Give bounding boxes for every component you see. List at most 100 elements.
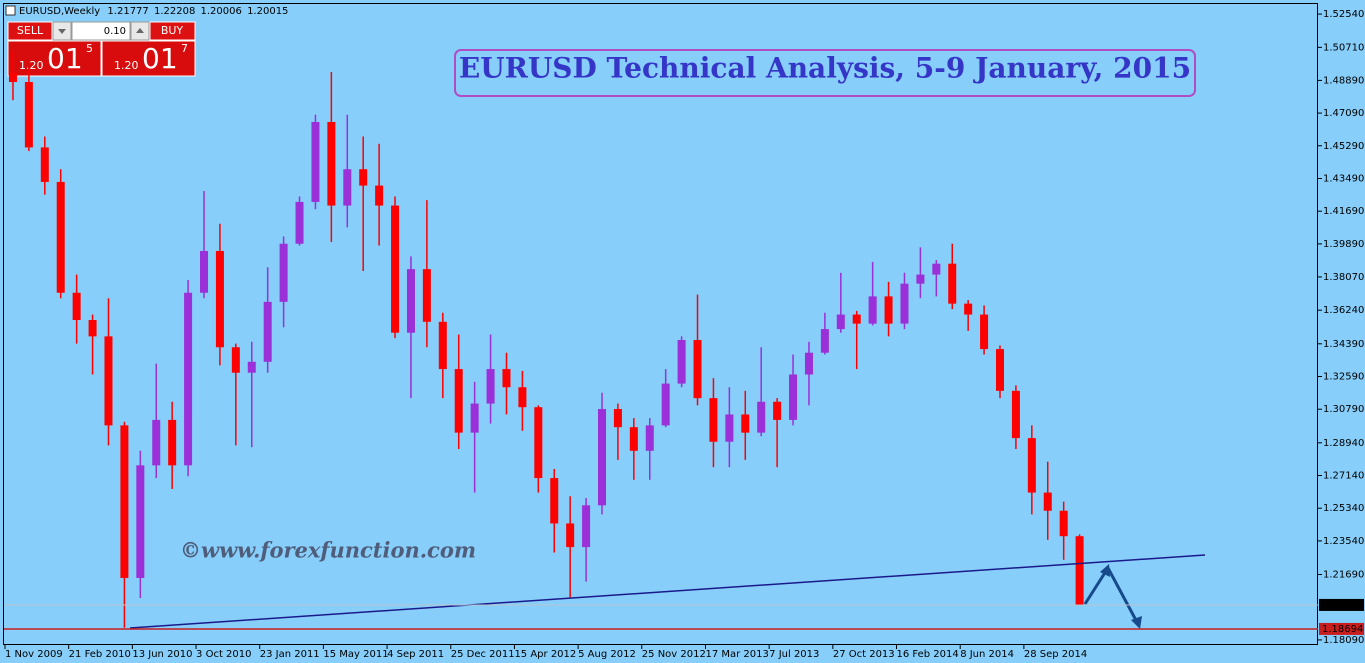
x-tick-label: 25 Dec 2011 bbox=[451, 649, 515, 660]
x-tick-label: 23 Jan 2011 bbox=[260, 649, 320, 660]
candle-body bbox=[582, 505, 591, 548]
candle-body bbox=[550, 478, 559, 524]
high-value: 1.22208 bbox=[154, 6, 195, 17]
candle-body bbox=[136, 465, 145, 578]
x-tick-label: 25 Nov 2012 bbox=[642, 649, 706, 660]
candle-body bbox=[327, 121, 336, 206]
candle-body bbox=[677, 339, 686, 384]
candle-body bbox=[454, 369, 463, 433]
y-tick-label: 1.43490 bbox=[1323, 173, 1364, 184]
candle-body bbox=[24, 82, 33, 148]
buy-button[interactable] bbox=[149, 21, 196, 41]
y-tick-label: 1.41690 bbox=[1323, 206, 1364, 217]
x-tick-label: 15 May 2011 bbox=[323, 649, 388, 660]
candle-body bbox=[247, 361, 256, 373]
candle-body bbox=[88, 320, 97, 337]
candle-body bbox=[566, 523, 575, 548]
open-value: 1.21777 bbox=[107, 6, 148, 17]
candle-body bbox=[820, 329, 829, 353]
candle-body bbox=[773, 401, 782, 420]
candle-body bbox=[104, 336, 113, 426]
y-tick-label: 1.18090 bbox=[1323, 635, 1364, 646]
candle-body bbox=[645, 425, 654, 451]
x-tick-label: 28 Sep 2014 bbox=[1024, 649, 1087, 660]
candle-body bbox=[295, 201, 304, 244]
price-label: 1.20015 bbox=[1322, 600, 1363, 611]
sell-price-big: 01 bbox=[47, 42, 83, 75]
candle-body bbox=[964, 303, 973, 315]
candle-body bbox=[486, 369, 495, 404]
close-value: 1.20015 bbox=[247, 6, 288, 17]
candle-body bbox=[215, 250, 224, 348]
lot-input[interactable] bbox=[71, 21, 131, 41]
buy-price-prefix: 1.20 bbox=[114, 59, 139, 72]
candle-body bbox=[279, 243, 288, 302]
x-tick-label: 5 Aug 2012 bbox=[578, 649, 636, 660]
symbol-icon[interactable] bbox=[5, 5, 16, 16]
candle-body bbox=[8, 72, 17, 83]
buy-price-box[interactable] bbox=[101, 40, 196, 77]
candle-body bbox=[422, 269, 431, 322]
candle-body bbox=[836, 314, 845, 330]
candle-body bbox=[375, 185, 384, 206]
x-tick-label: 13 Jun 2010 bbox=[132, 649, 192, 660]
candle-body bbox=[184, 292, 193, 466]
y-tick-label: 1.48890 bbox=[1323, 75, 1364, 86]
up-arrow bbox=[136, 28, 144, 33]
lot-value: 0.10 bbox=[104, 26, 126, 37]
candle-body bbox=[231, 347, 240, 373]
buy-label: BUY bbox=[161, 24, 184, 37]
x-tick-label: 7 Jul 2013 bbox=[769, 649, 819, 660]
level-label: 1.18694 bbox=[1322, 624, 1363, 635]
candle-body bbox=[804, 352, 813, 375]
candle-body bbox=[789, 374, 798, 420]
candle-body bbox=[900, 283, 909, 324]
y-tick-label: 1.25340 bbox=[1323, 503, 1364, 514]
x-tick-label: 21 Feb 2010 bbox=[69, 649, 131, 660]
y-tick-label: 1.45290 bbox=[1323, 141, 1364, 152]
sell-price-box[interactable] bbox=[7, 40, 102, 77]
symbol: EURUSD,Weekly bbox=[19, 6, 100, 17]
price-label-box bbox=[1319, 598, 1364, 611]
candle-body bbox=[168, 419, 177, 466]
y-tick-label: 1.27140 bbox=[1323, 471, 1364, 482]
candle-body bbox=[613, 409, 622, 428]
sell-price-pip: 5 bbox=[86, 42, 93, 55]
y-tick-label: 1.39890 bbox=[1323, 239, 1364, 250]
candle-body bbox=[741, 414, 750, 433]
buy-price-pip: 7 bbox=[181, 42, 188, 55]
y-tick-label: 1.32590 bbox=[1323, 372, 1364, 383]
candle-body bbox=[725, 414, 734, 442]
x-tick-label: 3 Oct 2010 bbox=[196, 649, 251, 660]
candle-body bbox=[152, 419, 161, 466]
header-info: EURUSD,Weekly 1.21777 1.22208 1.20006 1.… bbox=[19, 6, 288, 17]
x-tick-label: 15 Apr 2012 bbox=[514, 649, 576, 660]
x-tick-label: 17 Mar 2013 bbox=[705, 649, 768, 660]
candle-body bbox=[343, 169, 352, 206]
sell-button[interactable] bbox=[7, 21, 53, 41]
candle-body bbox=[868, 296, 877, 324]
x-tick-label: 1 Nov 2009 bbox=[5, 649, 63, 660]
y-tick-label: 1.47090 bbox=[1323, 108, 1364, 119]
trend-line bbox=[129, 554, 1206, 629]
candle-body bbox=[72, 292, 81, 321]
trade-panel: SELL 0.10 BUY 1.20 01 5 1.20 01 7 bbox=[7, 21, 196, 77]
candle-body bbox=[980, 314, 989, 350]
low-value: 1.20006 bbox=[201, 6, 242, 17]
candle-body bbox=[438, 321, 447, 370]
candle-body bbox=[263, 301, 272, 362]
candle-body bbox=[1043, 492, 1052, 511]
x-tick-label: 4 Sep 2011 bbox=[387, 649, 444, 660]
candle-body bbox=[120, 425, 129, 578]
y-tick-label: 1.36240 bbox=[1323, 305, 1364, 316]
candle-body bbox=[40, 147, 49, 182]
candle-body bbox=[56, 181, 65, 293]
candle-body bbox=[1075, 536, 1084, 605]
watermark: ©www.forexfunction.com bbox=[180, 538, 476, 563]
candle-body bbox=[757, 401, 766, 433]
down-arrow bbox=[58, 29, 66, 34]
candle-body bbox=[948, 263, 957, 304]
title-box bbox=[454, 49, 1196, 97]
